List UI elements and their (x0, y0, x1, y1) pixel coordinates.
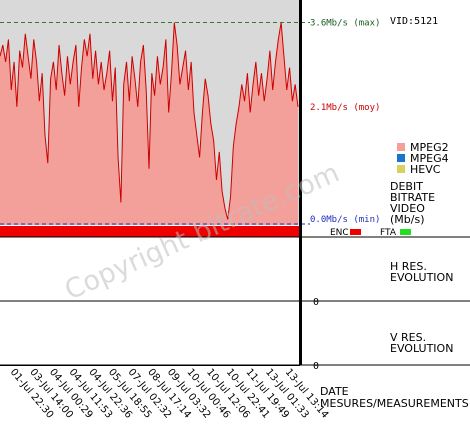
reference-label-min: 0.0Mb/s (min) (310, 215, 380, 225)
hres-title-line-2: EVOLUTION (390, 271, 453, 284)
legend-label-mpeg2: MPEG2 (410, 141, 449, 154)
reference-label-max: 3.6Mb/s (max) (310, 19, 380, 29)
reference-label-avg: 2.1Mb/s (moy) (310, 103, 380, 113)
fta-swatch (400, 229, 411, 235)
legend-swatch-mpeg4 (397, 154, 405, 162)
bitrate-title-line-2: BITRATE (390, 191, 435, 204)
legend-label-mpeg4: MPEG4 (410, 152, 449, 165)
encoding-legend: MPEG2 MPEG4 HEVC (397, 141, 449, 176)
bitrate-line (0, 22, 299, 220)
hres-zero-label: 0 (313, 297, 319, 308)
bitrate-area (0, 22, 298, 225)
hres-title-line-1: H RES. (390, 260, 427, 273)
bitrate-area-layer (0, 22, 299, 225)
legend-swatch-hevc (397, 165, 405, 173)
date-title-line-2: MESURES/MEASUREMENTS (320, 397, 469, 410)
hres-title: H RES. EVOLUTION (390, 260, 453, 284)
enc-swatch (350, 229, 361, 235)
vres-title: V RES. EVOLUTION (390, 331, 453, 355)
legend-swatch-mpeg2 (397, 143, 405, 151)
fta-label: FTA (380, 228, 397, 238)
vres-zero-label: 0 (313, 361, 319, 372)
date-title: DATE MESURES/MEASUREMENTS (320, 385, 469, 410)
vid-label: VID:5121 (390, 16, 438, 27)
encoding-band (0, 226, 300, 237)
vres-title-line-1: V RES. (390, 331, 426, 344)
bitrate-title-line-4: (Mb/s) (390, 213, 425, 226)
bitrate-title-line-3: VIDEO (390, 202, 425, 215)
legend-label-hevc: HEVC (410, 163, 441, 176)
enc-label: ENC (330, 228, 349, 238)
bitrate-title-line-1: DEBIT (390, 180, 423, 193)
bitrate-axis-title: DEBIT BITRATE VIDEO (Mb/s) (390, 180, 435, 226)
date-title-line-1: DATE (320, 385, 349, 398)
vres-title-line-2: EVOLUTION (390, 342, 453, 355)
reference-lines: 3.6Mb/s (max) 2.1Mb/s (moy) 0.0Mb/s (min) (0, 19, 380, 225)
